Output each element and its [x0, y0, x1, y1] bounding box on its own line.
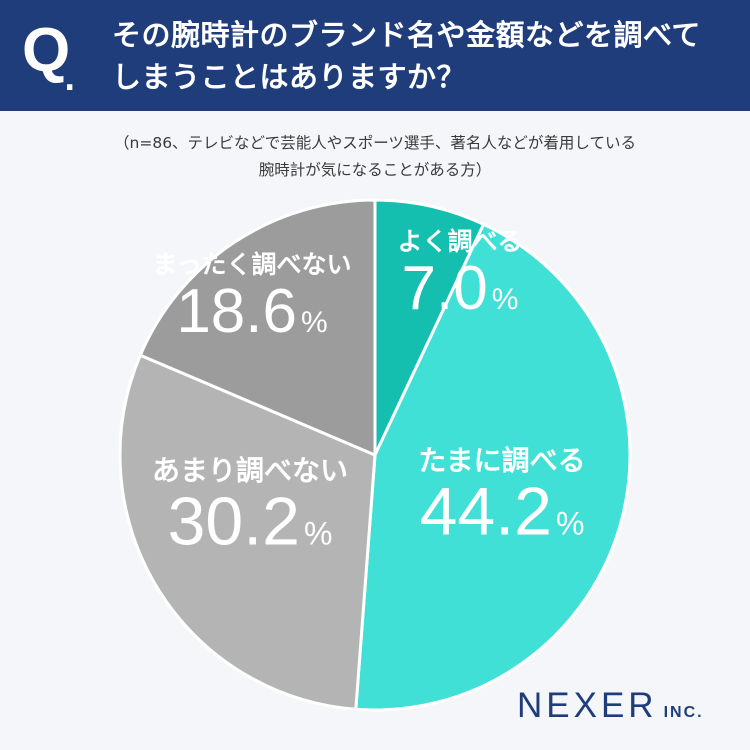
pie-slice-sometimes — [354, 222, 632, 712]
pie-slice-rarely — [118, 353, 377, 711]
q-mark: Q — [22, 16, 71, 85]
slice-label-sometimes: たまに調べる — [418, 444, 585, 477]
question-text: その腕時計のブランド名や金額などを調べて しまうことはありますか？ — [112, 14, 732, 98]
slice-value-sometimes: 44.2% — [420, 474, 585, 550]
q-dot: . — [64, 63, 76, 98]
nexer-logo: NEXER INC. — [517, 686, 704, 726]
question-line-2: しまうことはありますか？ — [112, 60, 467, 94]
question-header: Q . その腕時計のブランド名や金額などを調べて しまうことはありますか？ — [0, 0, 750, 111]
sample-note: （n=86、テレビなどで芸能人やスポーツ選手、著名人などが着用している 腕時計が… — [40, 130, 710, 184]
logo-main: NEXER — [517, 686, 658, 725]
sample-note-line-2: 腕時計が気になることがある方） — [258, 161, 492, 179]
question-line-1: その腕時計のブランド名や金額などを調べて — [112, 18, 701, 52]
pie-slice-often — [373, 198, 486, 457]
slice-value-rarely: 30.2% — [168, 484, 333, 560]
sample-note-line-1: （n=86、テレビなどで芸能人やスポーツ選手、著名人などが着用している — [114, 134, 636, 152]
pie-slice-never — [138, 198, 377, 457]
slice-label-often: よく調べる — [397, 227, 522, 256]
slice-label-rarely: あまり調べない — [152, 454, 348, 487]
slice-value-never: 18.6% — [176, 277, 327, 346]
slice-label-never: まったく調べない — [152, 250, 351, 279]
logo-sub: INC. — [663, 704, 704, 721]
slice-value-often: 7.0% — [402, 254, 519, 323]
